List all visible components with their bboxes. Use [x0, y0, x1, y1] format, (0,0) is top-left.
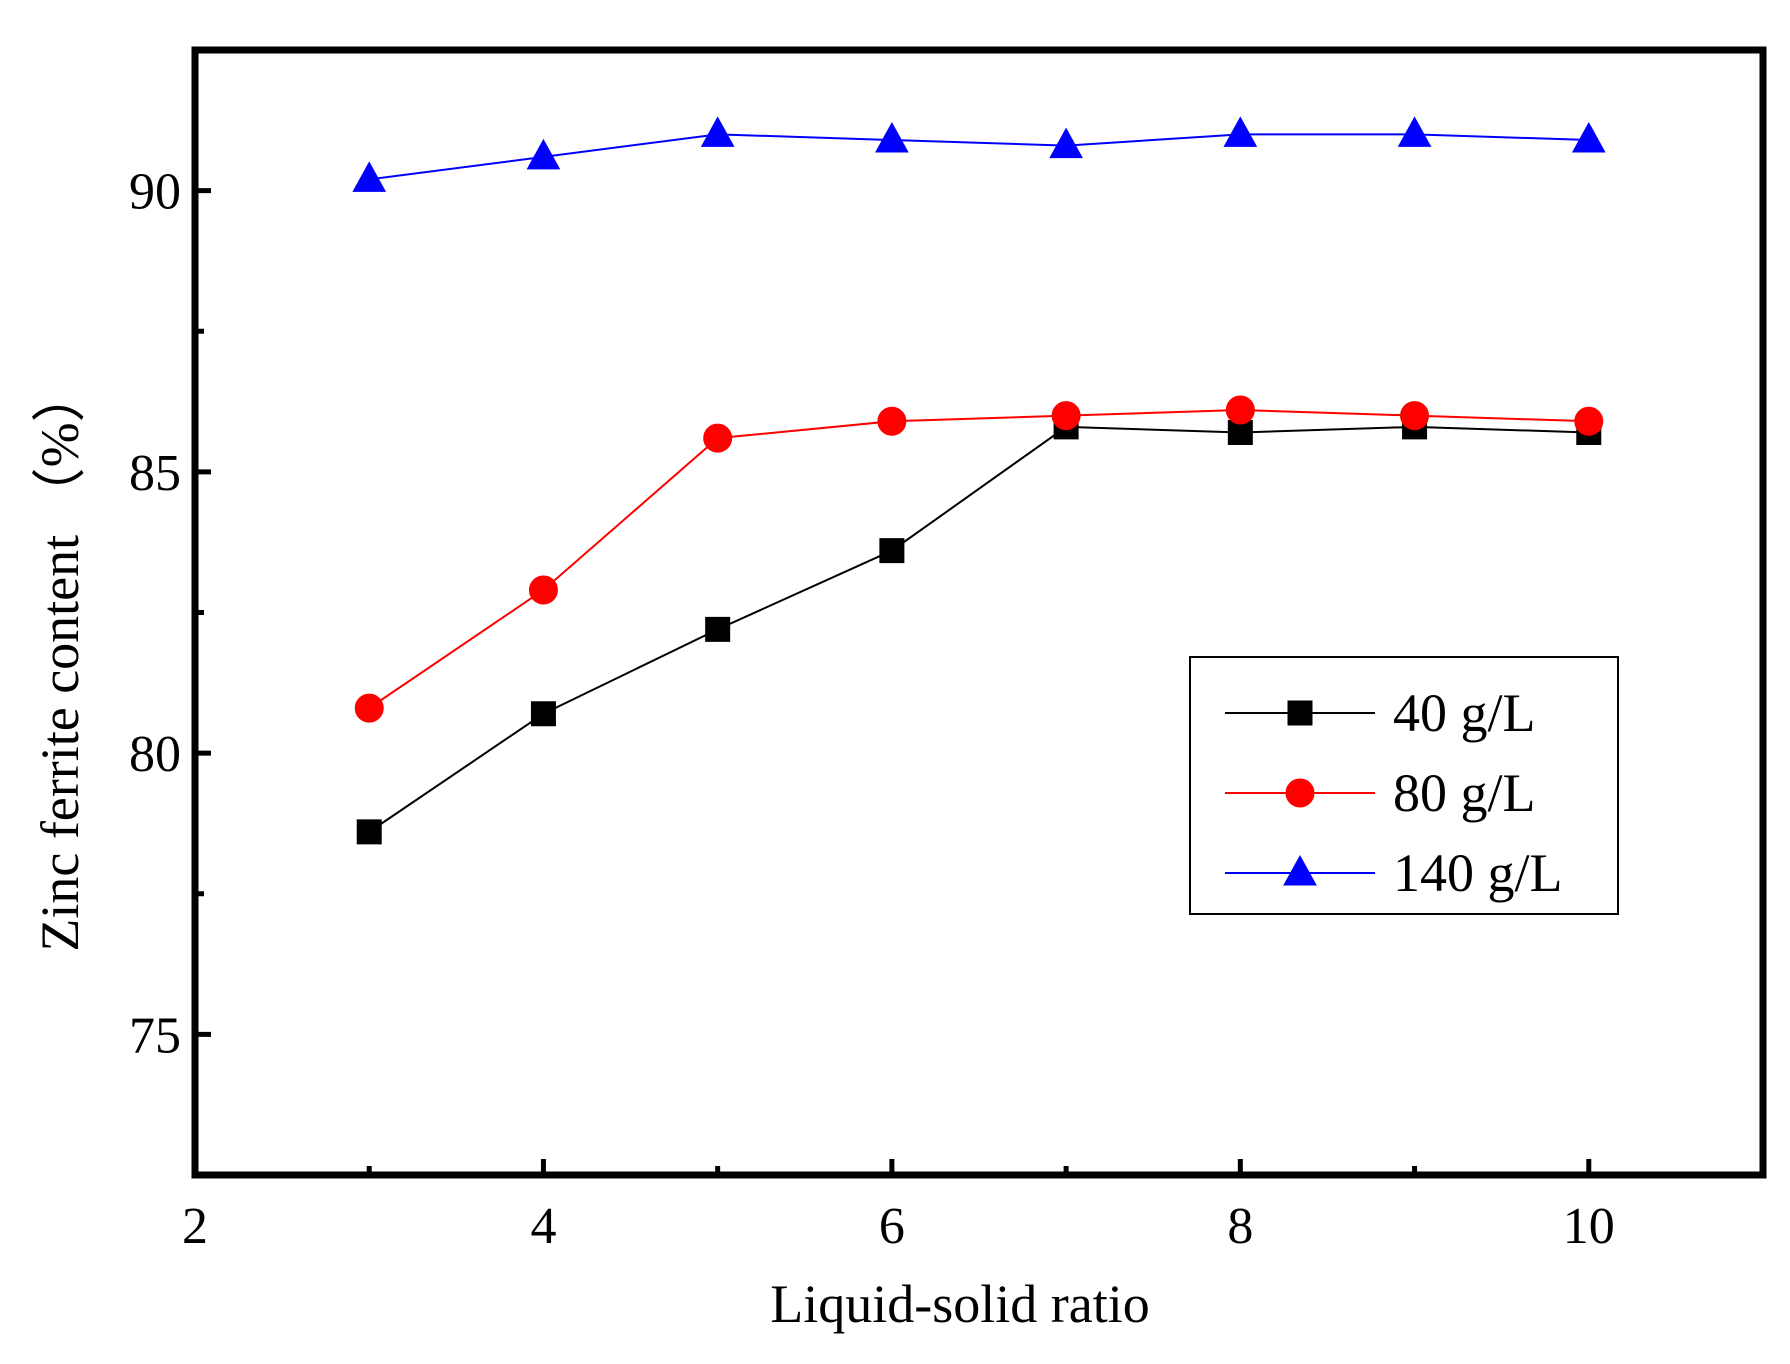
data-point	[1571, 121, 1606, 153]
x-tick-label: 4	[530, 1198, 556, 1255]
y-tick-label: 80	[129, 726, 181, 783]
data-point	[526, 138, 561, 170]
series-line	[368, 425, 1589, 833]
x-tick-label: 8	[1227, 1198, 1253, 1255]
series-1	[356, 414, 1602, 845]
data-point	[356, 819, 382, 845]
legend-box	[1189, 656, 1619, 915]
data-point	[354, 693, 384, 723]
legend-label: 140 g/L	[1393, 843, 1563, 903]
legend-marker	[1287, 700, 1313, 726]
y-axis-title: Zinc ferrite content （%）	[30, 368, 90, 951]
data-point	[1400, 401, 1430, 431]
data-point	[700, 116, 735, 147]
data-point	[528, 575, 558, 605]
data-point	[1051, 401, 1081, 431]
series-2	[354, 395, 1604, 723]
data-point	[1574, 406, 1604, 436]
legend-marker	[1285, 778, 1315, 808]
series-layer	[352, 116, 1606, 845]
x-axis-title: Liquid-solid ratio	[770, 1274, 1149, 1334]
y-tick-label: 85	[129, 445, 181, 502]
data-point	[1225, 395, 1255, 425]
series-line	[368, 408, 1589, 709]
series-line	[369, 133, 1589, 181]
legend-label: 40 g/L	[1393, 683, 1536, 743]
legend-label: 80 g/L	[1393, 763, 1536, 823]
legend: 40 g/L 80 g/L 140 g/L	[1189, 656, 1619, 915]
data-point	[705, 616, 731, 642]
data-point	[352, 161, 387, 192]
data-point	[877, 406, 907, 436]
ticks-layer: 2 4 6 8 10 75 80 85 90	[129, 164, 1615, 1255]
x-tick-label: 10	[1563, 1198, 1615, 1255]
data-point	[879, 538, 905, 564]
data-point	[703, 423, 733, 453]
y-tick-label: 90	[129, 164, 181, 221]
plot-frame	[191, 46, 1767, 1179]
data-point	[1227, 420, 1253, 445]
y-tick-label: 75	[129, 1007, 181, 1064]
legend-marker	[1283, 854, 1317, 886]
data-point	[1049, 127, 1083, 159]
x-tick-label: 2	[182, 1198, 208, 1255]
series-3	[352, 116, 1606, 192]
data-point	[1397, 116, 1432, 147]
data-point	[530, 701, 556, 727]
data-point	[875, 121, 909, 153]
data-point	[1223, 116, 1258, 147]
x-tick-label: 6	[879, 1198, 905, 1255]
